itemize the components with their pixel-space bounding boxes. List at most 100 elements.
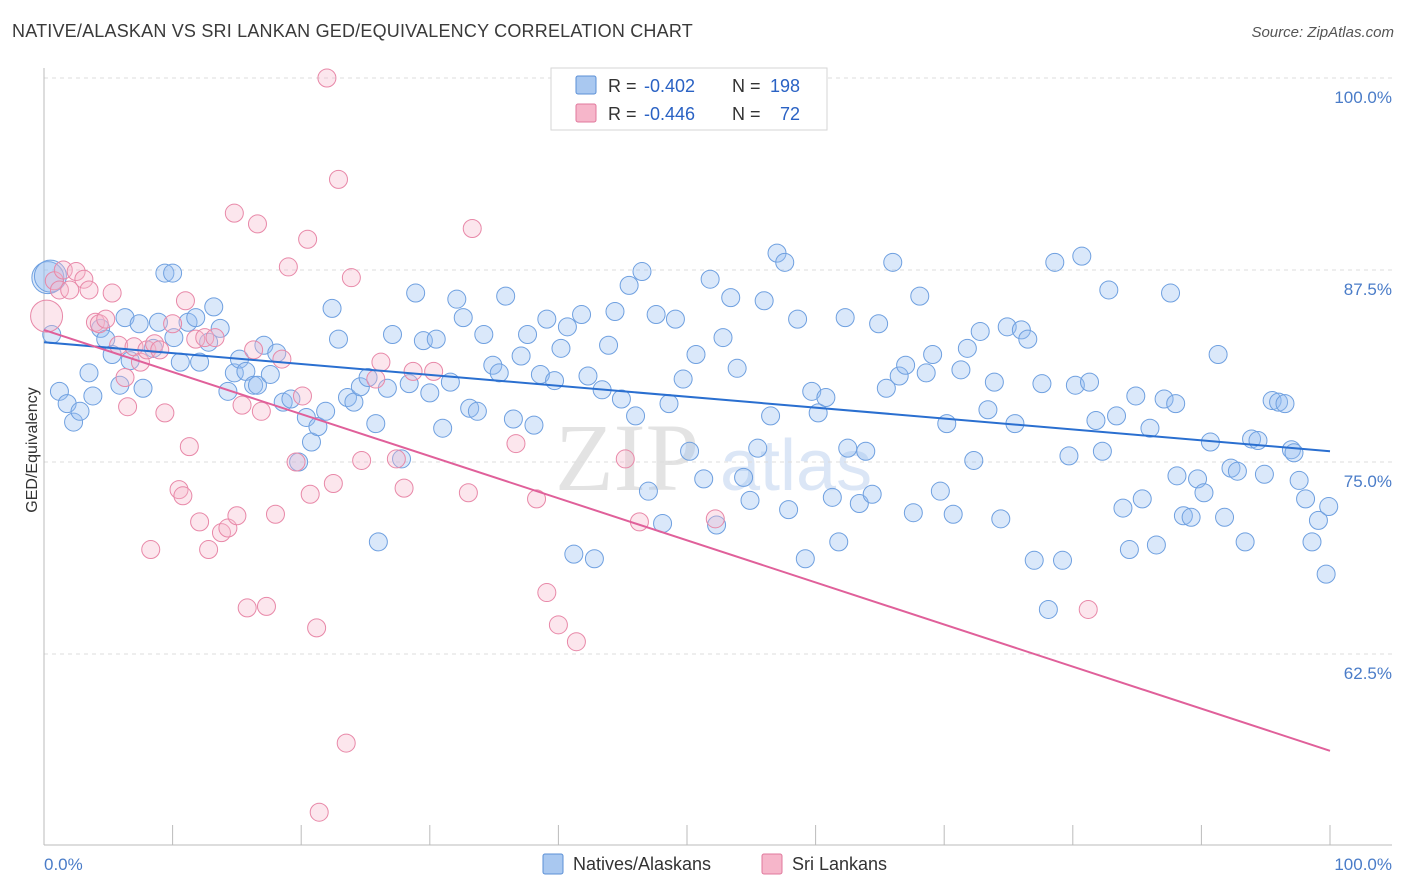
point-0-102	[721, 288, 741, 308]
point-0-86	[611, 389, 631, 409]
point-1-56	[352, 450, 372, 470]
point-0-106	[748, 438, 768, 458]
legend-n-label-0: N =	[732, 76, 761, 96]
point-1-0	[30, 299, 64, 333]
point-0-160	[1113, 498, 1133, 518]
legend-r-value-0: -0.402	[644, 76, 695, 96]
point-0-73	[524, 415, 544, 435]
point-1-60	[394, 478, 414, 498]
point-0-28	[218, 381, 238, 401]
point-0-88	[626, 406, 646, 426]
point-0-164	[1140, 418, 1160, 438]
trend-line-1	[43, 328, 1331, 752]
point-0-182	[1262, 391, 1282, 411]
bottom-legend: Natives/Alaskans Sri Lankans	[542, 853, 887, 875]
point-1-67	[537, 583, 557, 603]
x-tick-labels: 0.0% 100.0%	[44, 855, 1392, 874]
point-1-40	[251, 401, 271, 421]
point-1-24	[173, 486, 193, 506]
point-0-21	[170, 352, 190, 372]
x-tick-label-1: 100.0%	[1334, 855, 1392, 874]
legend-swatch-natives	[575, 75, 597, 95]
point-0-163	[1132, 489, 1152, 509]
x-tick-label-0: 0.0%	[44, 855, 83, 874]
point-0-129	[903, 503, 923, 523]
point-1-69	[566, 632, 586, 652]
point-0-127	[889, 366, 909, 386]
point-1-62	[424, 361, 444, 381]
point-0-125	[876, 378, 896, 398]
axes	[43, 68, 1392, 846]
point-0-178	[1235, 532, 1255, 552]
point-0-77	[551, 338, 571, 358]
point-1-36	[232, 395, 252, 415]
point-0-135	[943, 504, 963, 524]
point-0-52	[377, 378, 397, 398]
point-0-26	[204, 297, 224, 317]
point-0-143	[997, 317, 1017, 337]
point-0-136	[951, 360, 971, 380]
point-0-93	[659, 394, 679, 414]
point-0-174	[1208, 344, 1228, 364]
point-0-155	[1080, 372, 1100, 392]
point-0-189	[1308, 510, 1328, 530]
point-0-91	[646, 305, 666, 325]
point-0-131	[916, 363, 936, 383]
y-tick-label-2: 87.5%	[1344, 280, 1392, 299]
point-0-110	[775, 252, 795, 272]
point-0-192	[1284, 443, 1304, 463]
point-0-171	[1188, 469, 1208, 489]
point-0-113	[795, 549, 815, 569]
point-1-47	[298, 229, 318, 249]
point-0-63	[453, 308, 473, 328]
point-0-177	[1227, 461, 1247, 481]
point-1-44	[278, 257, 298, 277]
point-0-170	[1181, 507, 1201, 527]
point-1-10	[96, 309, 116, 329]
point-0-75	[537, 309, 557, 329]
point-0-98	[694, 469, 714, 489]
point-0-162	[1126, 386, 1146, 406]
point-1-49	[307, 618, 327, 638]
point-1-7	[79, 280, 99, 300]
point-1-53	[328, 169, 348, 189]
point-0-169	[1173, 506, 1193, 526]
point-1-20	[150, 340, 170, 360]
point-1-64	[462, 219, 482, 239]
point-0-49	[358, 368, 378, 388]
point-1-26	[179, 437, 199, 457]
point-1-73	[1078, 599, 1098, 619]
point-0-168	[1167, 466, 1187, 486]
point-0-20	[164, 328, 184, 348]
legend-n-value-0: 198	[770, 76, 800, 96]
point-0-17	[148, 312, 168, 332]
legend: R = -0.402 N = 198 R = -0.446 N = 72	[550, 67, 828, 131]
point-0-158	[1099, 280, 1119, 300]
point-1-57	[366, 369, 386, 389]
point-0-84	[599, 335, 619, 355]
point-0-94	[665, 309, 685, 329]
point-0-23	[186, 308, 206, 328]
point-0-12	[115, 308, 135, 328]
point-0-35	[260, 364, 280, 384]
point-0-85	[605, 301, 625, 321]
point-0-156	[1086, 411, 1106, 431]
point-0-175	[1215, 507, 1235, 527]
point-0-42	[308, 417, 328, 437]
point-0-82	[584, 549, 604, 569]
point-0-67	[483, 355, 503, 375]
legend-swatch-srilankans	[575, 103, 597, 123]
point-0-38	[281, 389, 301, 409]
bottom-legend-label-natives: Natives/Alaskans	[573, 854, 711, 874]
bottom-legend-label-srilankans: Sri Lankans	[792, 854, 887, 874]
point-1-35	[227, 506, 247, 526]
point-0-150	[1045, 252, 1065, 272]
point-0-69	[496, 286, 516, 306]
point-0-80	[572, 305, 592, 325]
point-0-97	[686, 344, 706, 364]
point-0-148	[1032, 374, 1052, 394]
point-0-105	[740, 490, 760, 510]
point-0-118	[829, 532, 849, 552]
point-0-183	[1269, 392, 1289, 412]
